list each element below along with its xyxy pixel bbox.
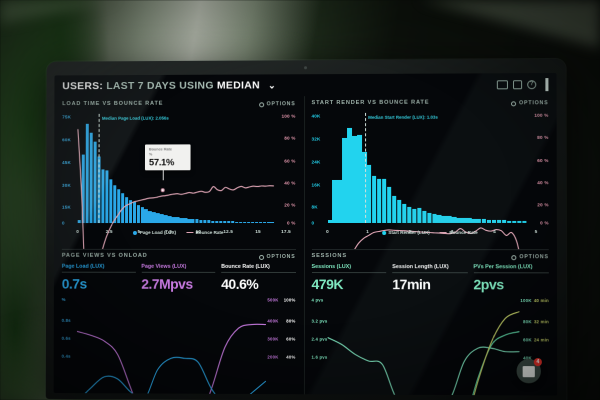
photo-vignette [0,0,600,400]
